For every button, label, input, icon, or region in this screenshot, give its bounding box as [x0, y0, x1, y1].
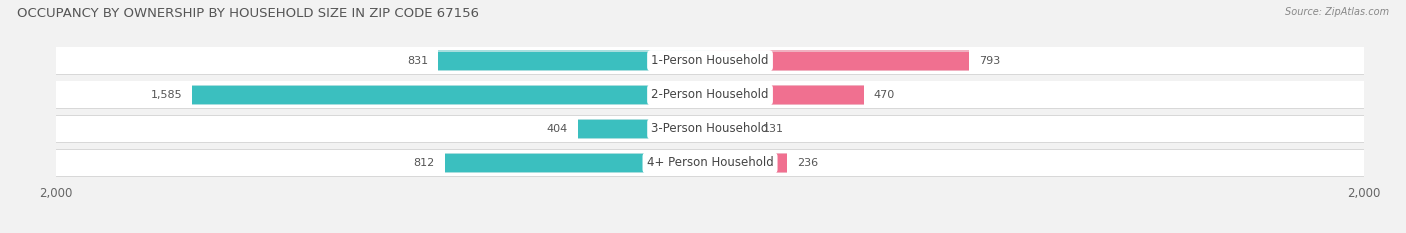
- Bar: [56, 47, 1364, 74]
- Bar: [56, 116, 1364, 142]
- Bar: [710, 153, 787, 173]
- Bar: [56, 81, 1364, 109]
- Bar: [56, 82, 1364, 108]
- Bar: [710, 154, 787, 172]
- Text: 131: 131: [762, 124, 783, 134]
- Bar: [578, 119, 710, 139]
- Bar: [710, 120, 752, 138]
- Text: 793: 793: [979, 56, 1000, 66]
- Bar: [191, 86, 710, 104]
- Text: 3-Person Household: 3-Person Household: [651, 122, 769, 135]
- Text: 1,585: 1,585: [150, 90, 183, 100]
- Text: 2-Person Household: 2-Person Household: [651, 88, 769, 101]
- Bar: [710, 51, 969, 71]
- Text: 236: 236: [797, 158, 818, 168]
- Bar: [444, 153, 710, 173]
- Text: Source: ZipAtlas.com: Source: ZipAtlas.com: [1285, 7, 1389, 17]
- Text: 404: 404: [547, 124, 568, 134]
- Text: 1-Person Household: 1-Person Household: [651, 54, 769, 67]
- Bar: [439, 51, 710, 71]
- Bar: [439, 52, 710, 70]
- Bar: [710, 85, 863, 105]
- Text: OCCUPANCY BY OWNERSHIP BY HOUSEHOLD SIZE IN ZIP CODE 67156: OCCUPANCY BY OWNERSHIP BY HOUSEHOLD SIZE…: [17, 7, 479, 20]
- Bar: [56, 149, 1364, 177]
- Bar: [578, 120, 710, 138]
- Text: 470: 470: [873, 90, 894, 100]
- Bar: [56, 47, 1364, 75]
- Text: 812: 812: [413, 158, 434, 168]
- Bar: [710, 119, 752, 139]
- Bar: [710, 86, 863, 104]
- Bar: [191, 85, 710, 105]
- Text: 831: 831: [408, 56, 429, 66]
- Text: 4+ Person Household: 4+ Person Household: [647, 157, 773, 169]
- Bar: [56, 150, 1364, 176]
- Bar: [710, 52, 969, 70]
- Bar: [444, 154, 710, 172]
- Bar: [56, 115, 1364, 143]
